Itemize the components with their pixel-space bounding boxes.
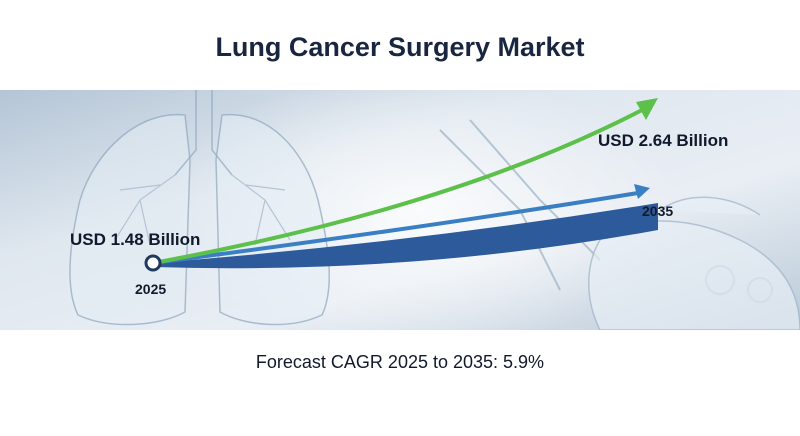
cagr-footer: Forecast CAGR 2025 to 2035: 5.9%	[255, 352, 545, 372]
start-year-label: 2025	[135, 281, 167, 297]
start-data-point	[144, 254, 162, 272]
growth-chart	[0, 90, 800, 330]
end-value-label: USD 2.64 Billion	[598, 131, 729, 150]
navy-growth-band	[153, 203, 658, 269]
gloved-hand-illustration	[588, 196, 800, 330]
blue-arrow-head	[634, 184, 650, 199]
start-value-label: USD 1.48 Billion	[70, 230, 201, 249]
green-arrow-head	[636, 98, 658, 120]
page-title: Lung Cancer Surgery Market	[215, 32, 585, 62]
blue-growth-arrow	[152, 191, 639, 265]
lungs-illustration	[69, 90, 330, 326]
bronchi-illustration	[114, 174, 291, 246]
hero-banner	[0, 90, 800, 330]
end-year-label: 2035	[642, 203, 674, 219]
green-growth-arrow	[152, 108, 643, 265]
